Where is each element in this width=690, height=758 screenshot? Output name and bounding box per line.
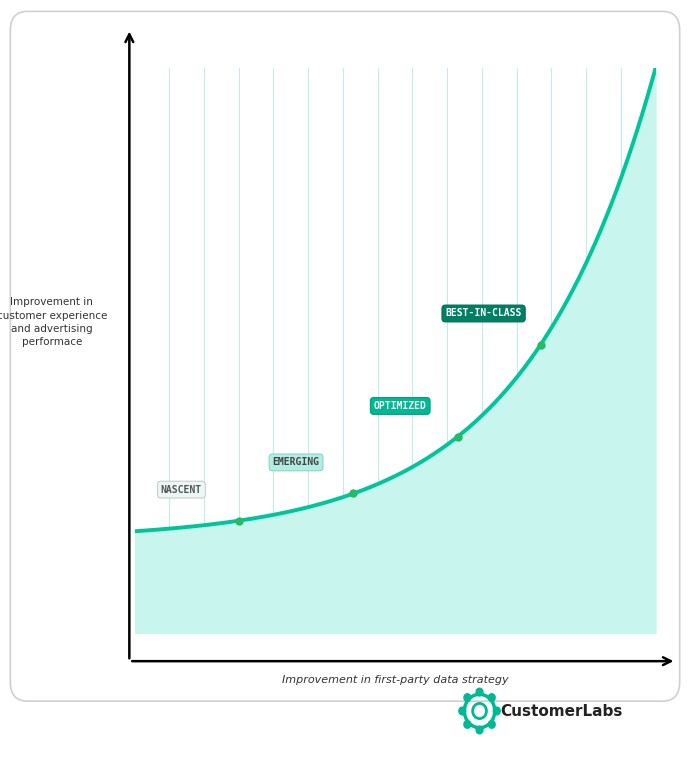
Text: CustomerLabs: CustomerLabs [500, 703, 622, 719]
Text: OPTIMIZED: OPTIMIZED [374, 401, 426, 411]
Circle shape [488, 693, 496, 702]
Circle shape [488, 720, 496, 729]
Circle shape [458, 706, 466, 716]
Text: Improvement in
customer experience
and advertising
performace: Improvement in customer experience and a… [0, 297, 107, 347]
Text: Improvement in first-party data strategy: Improvement in first-party data strategy [282, 675, 509, 685]
Text: EMERGING: EMERGING [273, 457, 319, 468]
Text: BEST-IN-CLASS: BEST-IN-CLASS [446, 309, 522, 318]
Circle shape [493, 706, 501, 716]
Circle shape [463, 720, 471, 729]
Text: NASCENT: NASCENT [161, 484, 202, 495]
Circle shape [463, 693, 471, 702]
FancyBboxPatch shape [10, 11, 680, 701]
Circle shape [475, 725, 484, 735]
Circle shape [475, 688, 484, 697]
